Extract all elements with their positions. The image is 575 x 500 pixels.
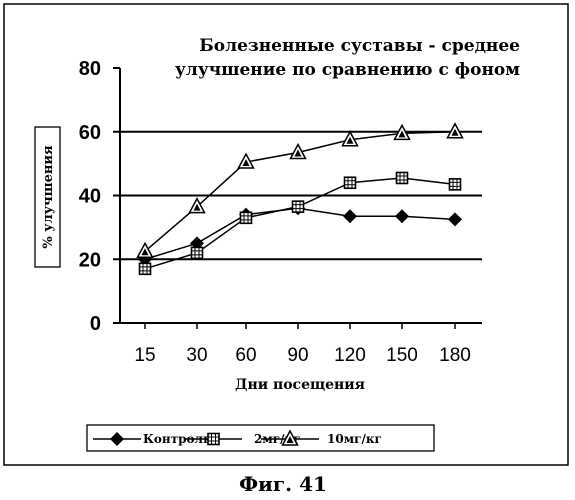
y-ticks: 0 20 40 60 80	[79, 58, 120, 335]
x-tick-label: 90	[287, 345, 308, 366]
x-tick-label: 60	[235, 345, 256, 366]
data-point	[138, 243, 153, 257]
y-tick-label: 0	[90, 313, 101, 335]
x-tick-label: 30	[186, 345, 207, 366]
y-axis-label: % улучшения	[41, 145, 56, 249]
data-point	[450, 179, 461, 190]
data-point	[241, 212, 252, 223]
y-tick-label: 20	[79, 249, 101, 271]
y-tick-label: 60	[79, 122, 101, 144]
data-point	[190, 199, 205, 213]
data-point	[448, 212, 462, 226]
chart-title-line-1: Болезненные суставы - среднее	[199, 36, 520, 56]
legend-label: 10мг/кг	[327, 432, 382, 446]
x-tick-label: 180	[439, 345, 471, 366]
x-tick-label: 120	[334, 345, 366, 366]
data-point	[192, 247, 203, 258]
data-point	[343, 209, 357, 223]
data-point	[397, 172, 408, 183]
chart-title-line-2: улучшение по сравнению с фоном	[175, 60, 520, 80]
data-point	[293, 201, 304, 212]
legend: Контроль2мг/кг10мг/кг	[87, 425, 434, 451]
data-point	[140, 263, 151, 274]
y-tick-label: 80	[79, 58, 101, 80]
x-tick-label: 15	[134, 345, 155, 366]
y-axis-label-box: % улучшения	[35, 127, 60, 267]
data-point	[395, 209, 409, 223]
x-ticks: 15 30 60 90 120 150 180	[134, 323, 470, 366]
legend-marker	[208, 434, 219, 445]
series-2	[138, 124, 463, 258]
y-tick-label: 40	[79, 186, 101, 208]
figure-caption: Фиг. 41	[239, 472, 327, 496]
x-axis-label: Дни посещения	[235, 377, 365, 393]
series	[138, 124, 463, 275]
x-tick-label: 150	[386, 345, 418, 366]
data-point	[345, 177, 356, 188]
